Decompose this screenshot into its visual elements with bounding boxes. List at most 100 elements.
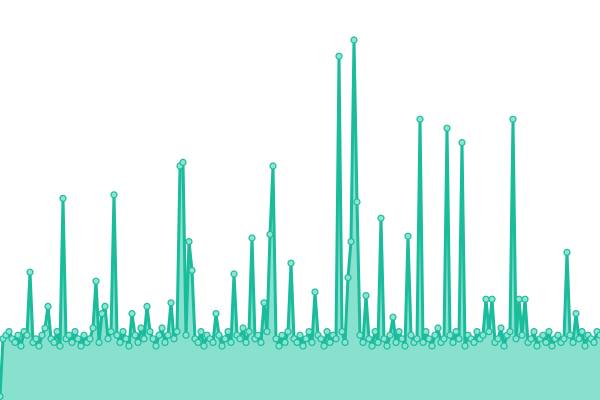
data-point: [548, 342, 556, 350]
data-point: [266, 230, 274, 238]
data-point: [179, 158, 187, 166]
data-point: [137, 324, 145, 332]
data-point: [398, 335, 406, 343]
area-fill: [0, 40, 600, 400]
data-point: [422, 328, 430, 336]
data-point: [488, 295, 496, 303]
data-point: [188, 266, 196, 274]
data-point: [218, 342, 226, 350]
data-point: [335, 52, 343, 60]
data-point: [74, 335, 82, 343]
data-point: [368, 342, 376, 350]
data-point: [527, 335, 535, 343]
data-point: [14, 331, 22, 339]
data-point: [563, 248, 571, 256]
data-point: [167, 299, 175, 307]
data-point: [356, 331, 364, 339]
data-point: [374, 338, 382, 346]
data-point: [182, 331, 190, 339]
data-point: [440, 335, 448, 343]
data-point: [125, 342, 133, 350]
data-point: [116, 338, 124, 346]
data-point: [284, 328, 292, 336]
data-point: [113, 331, 121, 339]
data-point: [128, 310, 136, 318]
data-point: [98, 310, 106, 318]
data-point: [377, 214, 385, 222]
data-point: [23, 331, 31, 339]
data-point: [395, 328, 403, 336]
data-point: [560, 335, 568, 343]
data-point: [254, 331, 262, 339]
data-point: [95, 338, 103, 346]
data-point: [326, 338, 334, 346]
data-point: [143, 302, 151, 310]
data-points: [0, 36, 600, 400]
data-point: [257, 338, 265, 346]
data-point: [152, 342, 160, 350]
data-point: [278, 331, 286, 339]
data-point: [518, 331, 526, 339]
data-point: [230, 270, 238, 278]
data-point: [575, 335, 583, 343]
data-point: [452, 328, 460, 336]
data-point: [248, 234, 256, 242]
data-point: [17, 342, 25, 350]
data-point: [5, 328, 13, 336]
data-point: [155, 331, 163, 339]
data-point: [485, 328, 493, 336]
data-point: [419, 338, 427, 346]
data-point: [59, 194, 67, 202]
data-point: [65, 331, 73, 339]
data-point: [272, 335, 280, 343]
data-point: [590, 338, 598, 346]
data-point: [170, 335, 178, 343]
data-point: [38, 331, 46, 339]
data-point: [542, 338, 550, 346]
data-point: [389, 313, 397, 321]
data-point: [101, 302, 109, 310]
data-point: [323, 328, 331, 336]
data-point: [458, 139, 466, 147]
data-point: [512, 335, 520, 343]
data-point: [26, 268, 34, 276]
data-point: [365, 335, 373, 343]
data-point: [371, 328, 379, 336]
data-point: [431, 331, 439, 339]
data-point: [401, 342, 409, 350]
data-point: [311, 288, 319, 296]
data-point: [92, 277, 100, 285]
data-point: [386, 331, 394, 339]
data-point: [242, 338, 250, 346]
data-point: [185, 238, 193, 246]
data-point: [509, 115, 517, 123]
data-point: [293, 338, 301, 346]
data-point: [122, 335, 130, 343]
data-point: [350, 36, 358, 44]
data-point: [11, 338, 19, 346]
data-point: [110, 191, 118, 199]
data-point: [347, 238, 355, 246]
data-point: [308, 338, 316, 346]
data-point: [530, 328, 538, 336]
data-point: [245, 328, 253, 336]
data-point: [0, 392, 4, 400]
data-point: [596, 331, 600, 339]
data-point: [506, 328, 514, 336]
data-point: [89, 324, 97, 332]
data-point: [41, 324, 49, 332]
data-point: [260, 299, 268, 307]
data-point: [479, 331, 487, 339]
data-point: [428, 342, 436, 350]
data-point: [320, 342, 328, 350]
data-point: [461, 342, 469, 350]
data-point: [140, 335, 148, 343]
data-point: [107, 328, 115, 336]
data-point: [263, 328, 271, 336]
data-point: [578, 328, 586, 336]
data-point: [32, 335, 40, 343]
data-point: [134, 338, 142, 346]
data-point: [470, 338, 478, 346]
data-point: [533, 342, 541, 350]
